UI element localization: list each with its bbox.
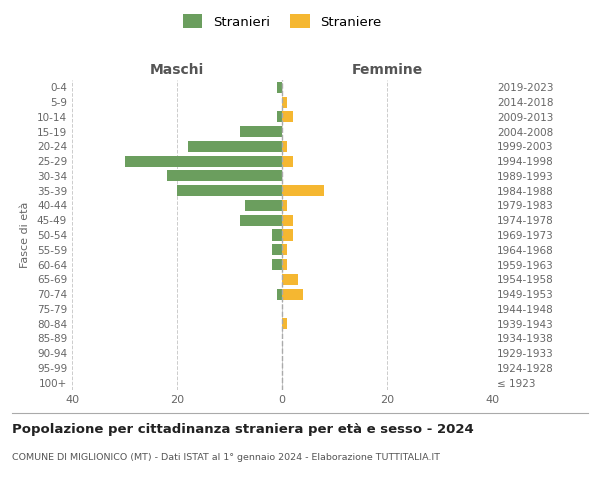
Y-axis label: Fasce di età: Fasce di età: [20, 202, 30, 268]
Bar: [277, 112, 282, 122]
Bar: [282, 274, 298, 285]
Bar: [282, 96, 287, 108]
Bar: [282, 112, 293, 122]
Bar: [240, 214, 282, 226]
Bar: [277, 82, 282, 93]
Bar: [271, 244, 282, 256]
Bar: [271, 230, 282, 240]
Bar: [282, 156, 293, 166]
Legend: Stranieri, Straniere: Stranieri, Straniere: [178, 9, 386, 34]
Bar: [282, 200, 287, 211]
Bar: [282, 288, 303, 300]
Bar: [245, 200, 282, 211]
Bar: [271, 259, 282, 270]
Bar: [125, 156, 282, 166]
Bar: [277, 288, 282, 300]
Bar: [240, 126, 282, 137]
Bar: [282, 214, 293, 226]
Bar: [282, 244, 287, 256]
Bar: [177, 185, 282, 196]
Bar: [282, 259, 287, 270]
Bar: [282, 185, 324, 196]
Text: Maschi: Maschi: [150, 63, 204, 77]
Text: Femmine: Femmine: [352, 63, 422, 77]
Bar: [187, 141, 282, 152]
Text: Popolazione per cittadinanza straniera per età e sesso - 2024: Popolazione per cittadinanza straniera p…: [12, 422, 474, 436]
Bar: [282, 318, 287, 329]
Bar: [282, 230, 293, 240]
Bar: [167, 170, 282, 181]
Text: COMUNE DI MIGLIONICO (MT) - Dati ISTAT al 1° gennaio 2024 - Elaborazione TUTTITA: COMUNE DI MIGLIONICO (MT) - Dati ISTAT a…: [12, 452, 440, 462]
Bar: [282, 141, 287, 152]
